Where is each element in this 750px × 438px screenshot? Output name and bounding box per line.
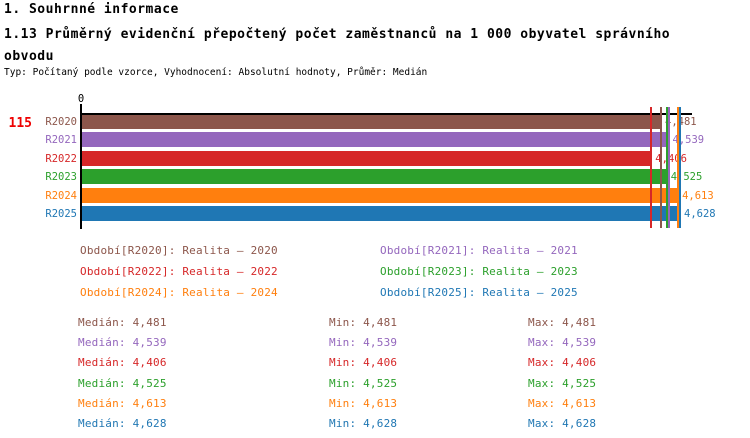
legend-item-R2023: Období[R2023]: Realita – 2023 (380, 265, 578, 278)
chart-meta-line: Typ: Počítaný podle vzorce, Vyhodnocení:… (4, 67, 428, 78)
stat-max: Max: 4,628 (528, 417, 597, 430)
legend-item-R2021: Období[R2021]: Realita – 2021 (380, 244, 578, 257)
stat-median: Medián: 4,406 (78, 356, 167, 369)
bar-R2022 (82, 151, 652, 166)
stat-max: Max: 4,525 (528, 377, 597, 390)
legend-item-R2020: Období[R2020]: Realita – 2020 (80, 244, 278, 257)
bar-R2021 (82, 132, 669, 147)
x-axis-line (80, 113, 692, 115)
stat-max: Max: 4,406 (528, 356, 597, 369)
median-line-R2021 (667, 107, 670, 228)
bar-category-label: R2025 (45, 208, 77, 220)
bar-category-label: R2023 (45, 171, 77, 183)
stat-min: Min: 4,406 (329, 356, 398, 369)
stat-min: Min: 4,539 (329, 336, 398, 349)
bar-category-label: R2024 (45, 190, 77, 202)
bar-value-label: 4,628 (684, 208, 716, 220)
stat-median: Medián: 4,613 (78, 397, 167, 410)
bar-value-label: 4,613 (682, 190, 714, 202)
stat-max: Max: 4,481 (528, 316, 597, 329)
median-line-R2023 (665, 107, 668, 228)
stat-max: Max: 4,539 (528, 336, 597, 349)
y-axis-line (80, 104, 82, 229)
bar-value-label: 4,525 (670, 171, 703, 183)
median-line-R2020 (660, 107, 662, 228)
stat-min: Min: 4,481 (329, 316, 398, 329)
median-line-R2022 (650, 107, 653, 228)
stat-max: Max: 4,613 (528, 397, 597, 410)
row-count-label: 115 (8, 116, 32, 131)
stat-min: Min: 4,613 (329, 397, 398, 410)
stat-median: Medián: 4,525 (78, 377, 167, 390)
median-line-R2025 (679, 107, 681, 228)
section-title: 1. Souhrnné informace (4, 2, 179, 17)
bar-R2023 (82, 169, 667, 184)
stat-median: Medián: 4,539 (78, 336, 167, 349)
legend-item-R2024: Období[R2024]: Realita – 2024 (80, 286, 278, 299)
chart-title: 1.13 Průměrný evidenční přepočtený počet… (4, 27, 671, 64)
axis-zero-label: 0 (77, 93, 85, 105)
bar-R2020 (82, 114, 661, 129)
legend-item-R2025: Období[R2025]: Realita – 2025 (380, 286, 578, 299)
bar-category-label: R2022 (45, 153, 77, 165)
stat-min: Min: 4,525 (329, 377, 398, 390)
stat-min: Min: 4,628 (329, 417, 398, 430)
legend-item-R2022: Období[R2022]: Realita – 2022 (80, 265, 278, 278)
bar-category-label: R2020 (45, 116, 77, 128)
stat-median: Medián: 4,481 (78, 316, 167, 329)
median-line-R2024 (677, 107, 680, 228)
bar-R2024 (82, 188, 679, 203)
stat-median: Medián: 4,628 (78, 417, 167, 430)
bar-R2025 (82, 206, 680, 221)
bar-category-label: R2021 (45, 134, 77, 146)
